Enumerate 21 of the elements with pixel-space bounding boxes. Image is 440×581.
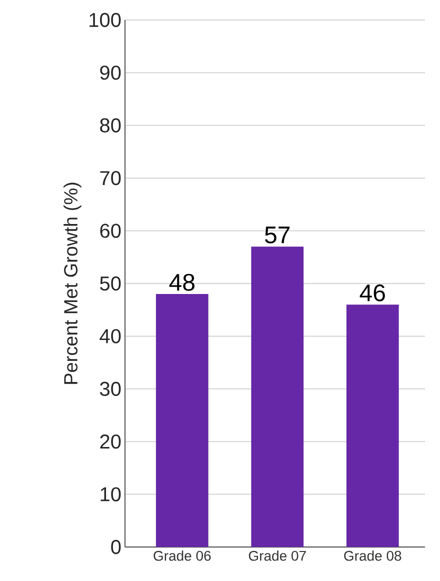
y-tick-label: 40 <box>100 329 121 344</box>
y-tick-label: 50 <box>100 276 121 291</box>
x-tick-label: Grade 07 <box>248 550 306 561</box>
y-tick-label: 90 <box>100 66 121 80</box>
bar <box>346 304 399 547</box>
y-tick-label: 20 <box>100 434 121 449</box>
data-label: 48 <box>169 274 194 291</box>
bar <box>251 246 304 547</box>
y-tick-label: 30 <box>100 382 121 396</box>
y-tick-label: 0 <box>111 540 121 554</box>
y-tick-label: 60 <box>100 224 121 238</box>
x-tick-label: Grade 06 <box>154 550 211 561</box>
bar <box>156 294 208 547</box>
y-tick-label: 10 <box>100 487 121 502</box>
y-tick-label: 80 <box>100 118 121 132</box>
y-axis-title: Percent Met Growth (%) <box>64 182 82 384</box>
x-tick-label: Grade 08 <box>344 550 402 561</box>
y-tick-label: 70 <box>100 171 121 186</box>
data-label: 57 <box>265 226 290 244</box>
y-tick-label: 100 <box>90 12 121 28</box>
data-label: 46 <box>360 284 385 302</box>
